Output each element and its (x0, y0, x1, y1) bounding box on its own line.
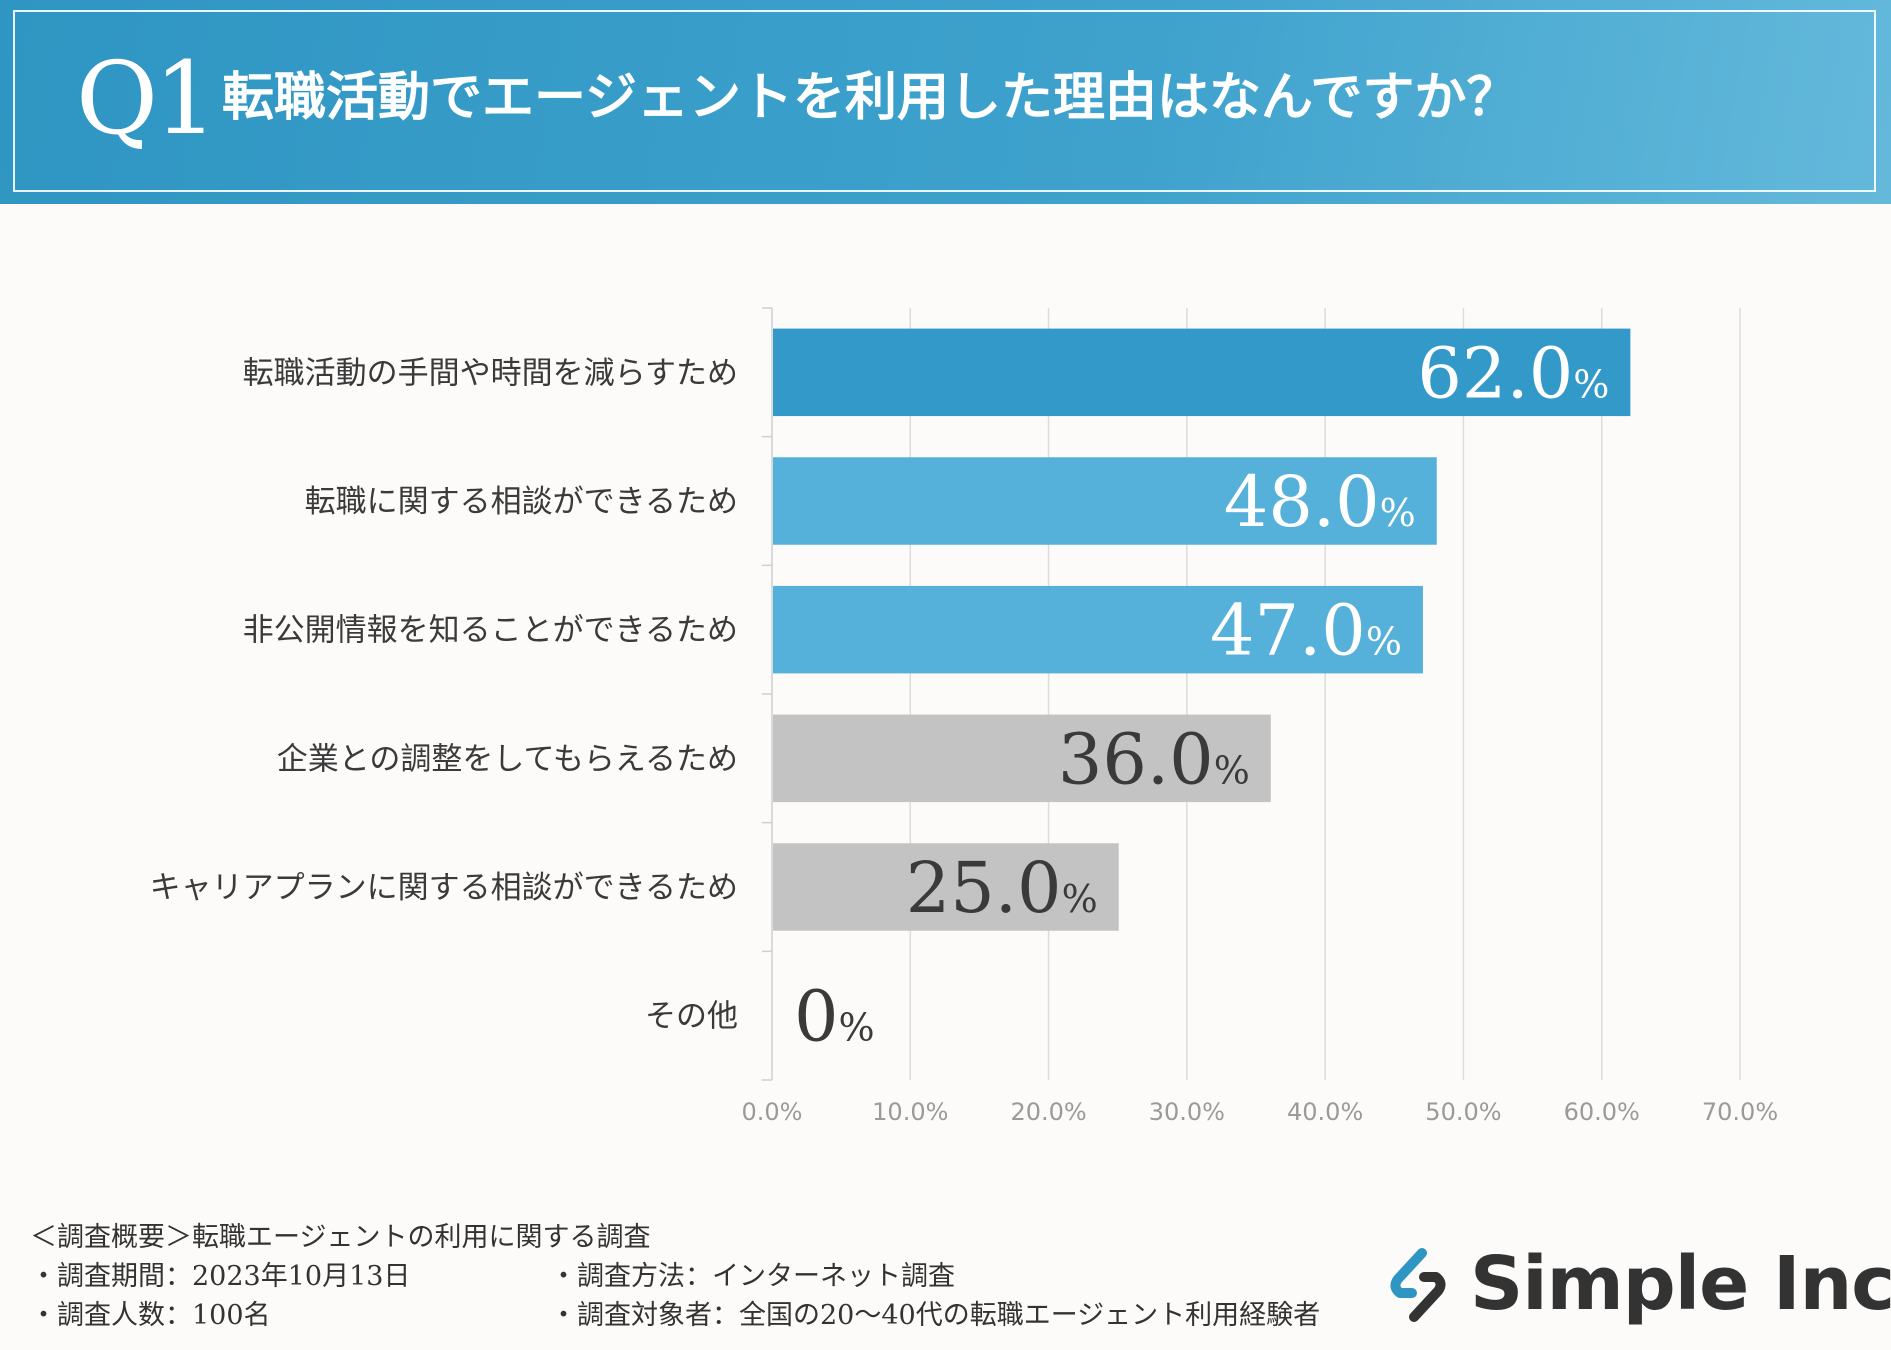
data-label: 62.0% (1417, 332, 1609, 414)
x-tick-label: 30.0% (1149, 1098, 1225, 1126)
survey-footer: ＜調査概要＞転職エージェントの利用に関する調査 ・調査期間：2023年10月13… (30, 1218, 1320, 1335)
category-label: 企業との調整をしてもらえるため (277, 741, 738, 777)
survey-period: ・調査期間：2023年10月13日 (30, 1261, 411, 1292)
survey-method: ・調査方法：インターネット調査 (550, 1261, 955, 1292)
bar (773, 843, 1119, 931)
survey-row-1: ・調査期間：2023年10月13日 ・調査方法：インターネット調査 (30, 1257, 955, 1296)
company-logo: Simple Inc. (1378, 1241, 1891, 1327)
survey-row-2: ・調査人数：100名 ・調査対象者：全国の20～40代の転職エージェント利用経験… (30, 1296, 1320, 1335)
data-label: 48.0% (1224, 461, 1416, 543)
survey-summary: ＜調査概要＞転職エージェントの利用に関する調査 (30, 1222, 651, 1253)
bar (773, 457, 1437, 545)
category-label: 転職活動の手間や時間を減らすため (243, 355, 738, 391)
header-frame (13, 10, 1876, 192)
logo-text: Simple Inc. (1470, 1241, 1891, 1327)
x-tick-label: 10.0% (872, 1098, 948, 1126)
x-tick-label: 0.0% (742, 1098, 803, 1126)
category-label: キャリアプランに関する相談ができるため (150, 870, 738, 906)
x-tick-label: 20.0% (1010, 1098, 1086, 1126)
survey-target: ・調査対象者：全国の20～40代の転職エージェント利用経験者 (550, 1300, 1321, 1331)
bar (773, 328, 1631, 417)
bar (773, 585, 1423, 674)
question-title: 転職活動でエージェントを利用した理由はなんですか？ (222, 67, 1519, 128)
data-label: 36.0% (1058, 718, 1250, 800)
data-label: 47.0% (1210, 590, 1402, 672)
category-label: 転職に関する相談ができるため (305, 484, 738, 520)
data-label: 25.0% (906, 847, 1098, 929)
survey-count: ・調査人数：100名 (30, 1300, 271, 1331)
x-tick-label: 40.0% (1287, 1098, 1363, 1126)
header-banner: Q1 転職活動でエージェントを利用した理由はなんですか？ (0, 0, 1891, 204)
bar (773, 714, 1271, 803)
x-tick-label: 50.0% (1425, 1098, 1501, 1126)
question-number: Q1 (76, 40, 218, 157)
x-tick-label: 60.0% (1564, 1098, 1640, 1126)
data-label: 0% (794, 976, 875, 1058)
bar-chart: 転職活動の手間や時間を減らすため 62.0% 転職に関する相談ができるため 48.0%… (150, 307, 1778, 1126)
logo-mark-icon (1390, 1248, 1446, 1322)
x-tick-label: 70.0% (1702, 1098, 1778, 1126)
category-label: その他 (645, 999, 738, 1035)
category-label: 非公開情報を知ることができるため (243, 613, 738, 649)
